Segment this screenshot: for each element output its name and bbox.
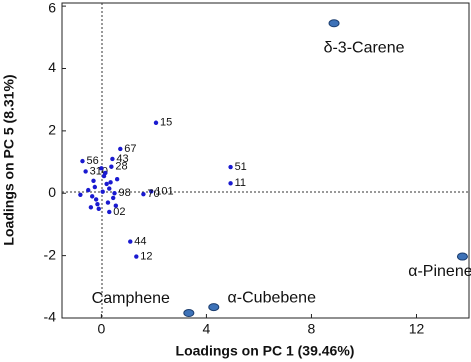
point-label: 101: [155, 185, 173, 197]
variable-marker: [107, 186, 112, 191]
point-label: 11: [235, 177, 246, 189]
variable-marker: [134, 254, 139, 259]
x-tick-label: 12: [409, 321, 425, 337]
point-label: 02: [113, 206, 125, 218]
variable-marker: [78, 192, 83, 198]
x-tick-label: 4: [203, 321, 211, 337]
compound-label: δ-3-Carene: [324, 39, 405, 56]
variable-marker: [111, 195, 116, 201]
variable-marker: [112, 191, 117, 196]
variable-marker: [92, 184, 98, 190]
variable-marker: [104, 181, 109, 187]
point-label: 15: [160, 117, 172, 129]
compound-marker: [208, 303, 220, 312]
point-label: 44: [134, 235, 146, 247]
variable-marker: [114, 177, 120, 182]
variable-marker: [83, 169, 88, 174]
variable-marker: [118, 146, 123, 152]
y-axis-title: Loadings on PC 5 (8.31%): [1, 74, 17, 245]
variable-marker: [109, 164, 114, 169]
y-tick-label: -4: [44, 309, 57, 325]
point-label: 67: [124, 143, 136, 155]
point-label: 51: [235, 161, 247, 173]
x-tick-label: 0: [97, 321, 105, 337]
point-label: 12: [140, 250, 152, 262]
compound-marker: [183, 309, 195, 318]
compound-label: α-Pinene: [408, 263, 471, 280]
variable-marker: [141, 191, 146, 197]
variable-marker: [89, 194, 95, 199]
variable-marker: [149, 189, 154, 194]
y-tick-label: 0: [48, 184, 56, 200]
variable-marker: [95, 201, 100, 207]
variable-marker: [100, 189, 105, 194]
variable-marker: [91, 178, 96, 183]
compound-label: Camphene: [92, 290, 170, 307]
compound-marker: [456, 252, 468, 261]
y-tick-label: -2: [44, 246, 57, 262]
variable-marker: [103, 170, 108, 176]
variable-marker: [88, 205, 94, 210]
variable-marker: [108, 180, 113, 185]
variable-marker: [128, 239, 133, 244]
variable-marker: [153, 120, 159, 125]
x-tick-label: 8: [308, 321, 316, 337]
point-label: 98: [119, 187, 131, 199]
variable-marker: [93, 197, 99, 202]
variable-marker: [113, 203, 119, 208]
variable-marker: [105, 200, 111, 205]
point-label: 56: [86, 155, 98, 167]
y-tick-label: 2: [48, 122, 56, 138]
compound-label: α-Cubebene: [228, 289, 317, 306]
point-label: 70: [147, 188, 159, 200]
variable-marker: [80, 158, 85, 164]
variable-marker: [110, 156, 115, 162]
variable-marker: [107, 209, 112, 215]
x-axis-title: Loadings on PC 1 (39.46%): [176, 343, 355, 359]
variable-marker: [228, 181, 233, 186]
point-label: 28: [115, 161, 127, 173]
compound-marker: [328, 19, 340, 28]
variable-marker: [99, 166, 104, 171]
variable-marker: [228, 164, 233, 170]
variable-marker: [96, 206, 101, 212]
variable-marker: [86, 187, 91, 193]
point-label: 43: [116, 153, 128, 165]
y-tick-label: 4: [48, 59, 56, 75]
plot-frame: [61, 2, 470, 319]
y-tick-label: 6: [48, 0, 56, 16]
